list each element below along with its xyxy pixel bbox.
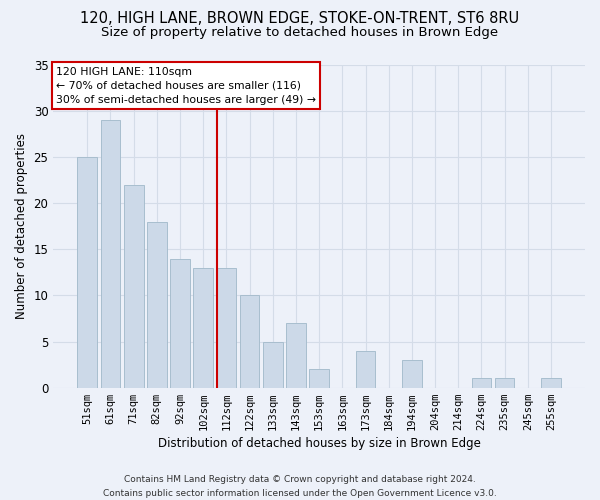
Bar [356,351,376,388]
Text: Contains HM Land Registry data © Crown copyright and database right 2024.
Contai: Contains HM Land Registry data © Crown c… [103,476,497,498]
Bar [193,268,213,388]
Bar [286,323,306,388]
Bar [402,360,422,388]
Bar [309,370,329,388]
X-axis label: Distribution of detached houses by size in Brown Edge: Distribution of detached houses by size … [158,437,481,450]
Bar [147,222,167,388]
Bar [541,378,561,388]
Bar [101,120,121,388]
Bar [495,378,514,388]
Bar [263,342,283,388]
Bar [472,378,491,388]
Bar [240,296,259,388]
Bar [170,258,190,388]
Bar [124,185,143,388]
Text: Size of property relative to detached houses in Brown Edge: Size of property relative to detached ho… [101,26,499,39]
Bar [77,157,97,388]
Bar [217,268,236,388]
Text: 120 HIGH LANE: 110sqm
← 70% of detached houses are smaller (116)
30% of semi-det: 120 HIGH LANE: 110sqm ← 70% of detached … [56,66,316,104]
Y-axis label: Number of detached properties: Number of detached properties [15,134,28,320]
Text: 120, HIGH LANE, BROWN EDGE, STOKE-ON-TRENT, ST6 8RU: 120, HIGH LANE, BROWN EDGE, STOKE-ON-TRE… [80,11,520,26]
